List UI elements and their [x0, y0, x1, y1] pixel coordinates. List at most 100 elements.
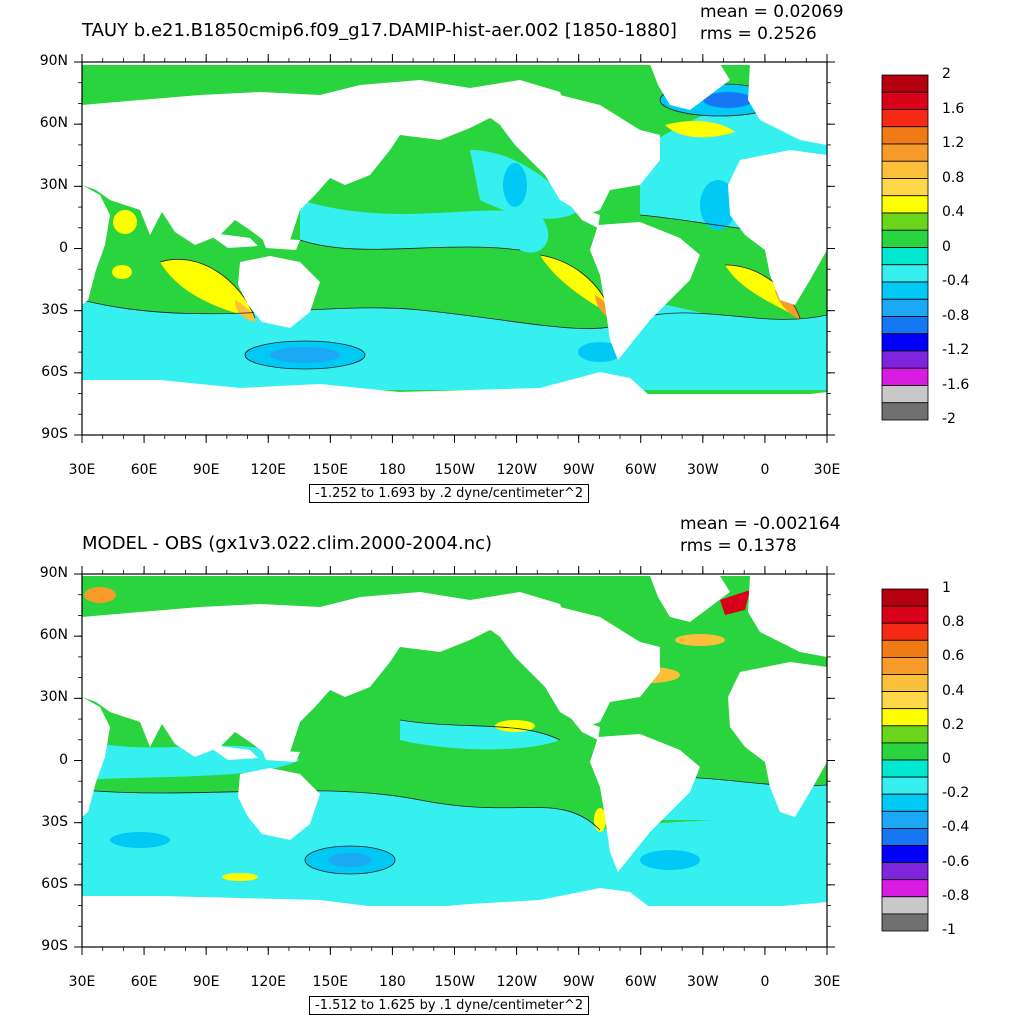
- lat-label: 60N: [39, 115, 68, 132]
- colorbar-swatch: [881, 316, 929, 335]
- lat-label: 30N: [39, 177, 68, 194]
- colorbar-swatch: [881, 229, 929, 248]
- colorbar-label: 0.8: [942, 614, 965, 631]
- lon-label: 180: [379, 974, 406, 990]
- colorbar-label: -0.6: [942, 853, 970, 870]
- colorbar-swatch: [881, 862, 929, 881]
- colorbar-label: -0.8: [942, 307, 970, 324]
- colorbar-swatch: [881, 793, 929, 812]
- lon-label: 0: [760, 974, 770, 990]
- lon-label: 150E: [312, 974, 349, 990]
- colorbar-label: -0.2: [942, 785, 970, 802]
- lon-label: 90W: [562, 462, 595, 478]
- colorbar-swatch: [881, 588, 929, 607]
- lon-label: 120E: [250, 462, 287, 478]
- lon-label: 90W: [562, 974, 595, 990]
- colorbar-swatch: [881, 126, 929, 145]
- lon-label: 60W: [624, 462, 657, 478]
- colorbar-label: -0.4: [942, 273, 970, 289]
- colorbar-label: 0.6: [942, 648, 965, 665]
- colorbar-swatch: [881, 264, 929, 283]
- lon-label: 120W: [496, 974, 538, 990]
- lon-label: 60E: [130, 462, 158, 478]
- colorbar-swatch: [881, 298, 929, 317]
- lat-label: 90S: [41, 938, 68, 954]
- colorbar-swatch: [881, 350, 929, 369]
- rms-bottom: rms = 0.1378: [680, 536, 797, 556]
- colorbar-swatch: [881, 879, 929, 898]
- colorbar-swatch: [881, 708, 929, 727]
- lat-label: 0: [59, 239, 68, 256]
- colorbar-swatch: [881, 759, 929, 778]
- range-info-bottom: -1.512 to 1.625 by .1 dyne/centimeter^2: [309, 996, 590, 1015]
- colorbar-label: 0.4: [942, 204, 965, 220]
- colorbar-tauy: [881, 74, 929, 421]
- lon-label: 90E: [192, 974, 220, 990]
- colorbar-swatch: [881, 367, 929, 386]
- colorbar-swatch: [881, 845, 929, 864]
- colorbar-swatch: [881, 143, 929, 162]
- colorbar-swatch: [881, 109, 929, 128]
- map-frames: [74, 54, 835, 955]
- colorbar-swatch: [881, 247, 929, 266]
- mean-bottom: mean = -0.002164: [680, 514, 841, 534]
- lon-label: 60W: [624, 974, 657, 990]
- colorbar-label: 2: [942, 66, 951, 82]
- lon-label: 30E: [68, 974, 96, 990]
- colorbar-swatch: [881, 657, 929, 675]
- lon-label: 150W: [434, 974, 476, 990]
- lat-label: 90S: [41, 426, 68, 442]
- panel-title-top: TAUY b.e21.B1850cmip6.f09_g17.DAMIP-hist…: [82, 20, 677, 41]
- tauy-map: [82, 62, 827, 435]
- lon-label: 60E: [130, 974, 158, 990]
- colorbar-swatch: [881, 810, 929, 829]
- lon-label: 150W: [434, 462, 476, 478]
- colorbar-swatch: [881, 402, 929, 421]
- colorbar-swatch: [881, 913, 929, 932]
- colorbar-label: 0.8: [942, 169, 965, 186]
- colorbar-swatch: [881, 333, 929, 352]
- lat-label: 60S: [41, 875, 68, 892]
- lon-label: 90E: [192, 462, 220, 478]
- rms-top: rms = 0.2526: [700, 24, 817, 44]
- lon-label: 120W: [496, 462, 538, 478]
- colorbar-label: -0.4: [942, 819, 970, 836]
- colorbar-swatch: [881, 828, 929, 846]
- lat-label: 30S: [41, 813, 68, 830]
- colorbar-label: -0.8: [942, 887, 970, 904]
- colorbar-swatch: [881, 691, 929, 710]
- colorbar-swatch: [881, 74, 929, 93]
- colorbar-label: -1: [942, 922, 956, 938]
- colorbar-swatch: [881, 605, 929, 624]
- colorbar-label: -2: [942, 411, 956, 427]
- lon-label: 30E: [813, 462, 841, 478]
- colorbar-label: 0.4: [942, 682, 965, 699]
- lon-label: 30E: [813, 974, 841, 990]
- lat-label: 60S: [41, 363, 68, 380]
- colorbar-swatch: [881, 896, 929, 915]
- colorbar-label: 1.2: [942, 135, 965, 151]
- lat-label: 90N: [39, 565, 68, 581]
- colorbar-swatch: [881, 195, 929, 214]
- lat-label: 90N: [39, 53, 68, 69]
- lat-label: 0: [59, 751, 68, 768]
- colorbar-label: 0: [942, 751, 951, 767]
- colorbar-swatch: [881, 385, 929, 404]
- colorbar-swatch: [881, 725, 929, 744]
- colorbar-label: 0.2: [942, 716, 965, 733]
- colorbar-swatch: [881, 91, 929, 110]
- colorbar-swatch: [881, 178, 929, 197]
- colorbar-swatch: [881, 160, 929, 179]
- colorbar-label: 1.6: [942, 100, 965, 117]
- lat-label: 60N: [39, 627, 68, 644]
- colorbar-swatch: [881, 776, 929, 795]
- lat-label: 30S: [41, 301, 68, 318]
- range-info-top: -1.252 to 1.693 by .2 dyne/centimeter^2: [309, 484, 590, 503]
- lon-label: 30W: [686, 462, 719, 478]
- colorbar-swatch: [881, 212, 929, 231]
- lon-label: 120E: [250, 974, 287, 990]
- lon-label: 0: [760, 462, 770, 478]
- colorbar-diff: [881, 588, 929, 932]
- colorbar-swatch: [881, 674, 929, 693]
